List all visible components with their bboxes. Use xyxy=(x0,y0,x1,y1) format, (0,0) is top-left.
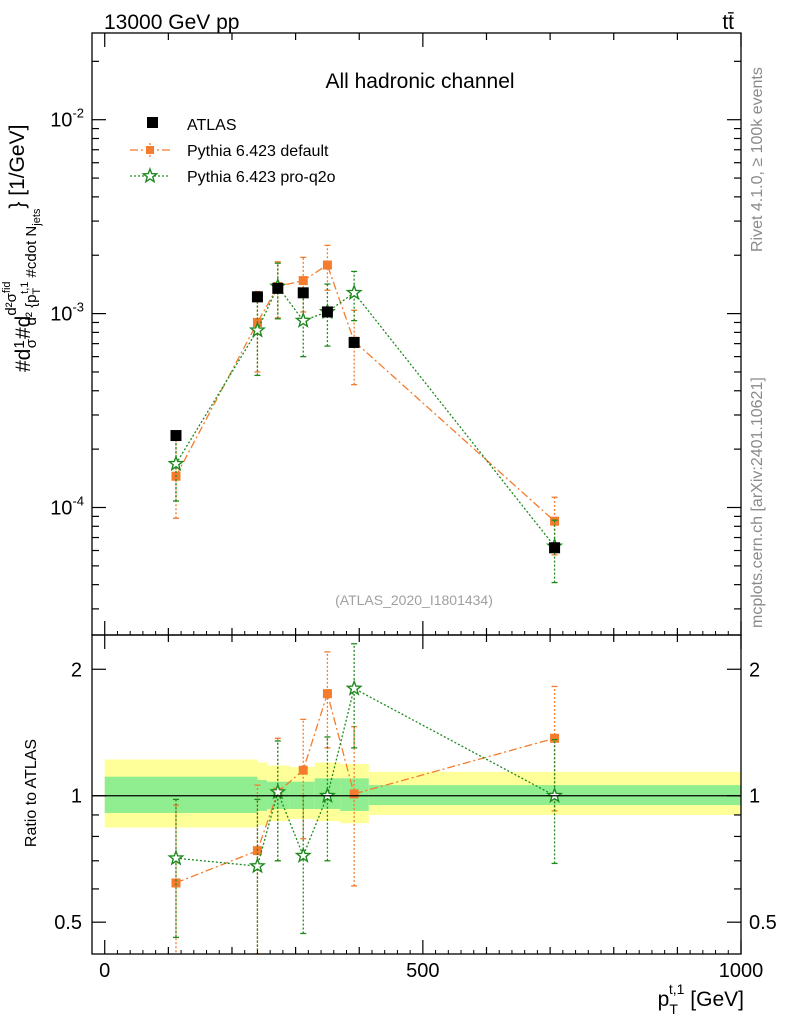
header-process-label: tt̄ xyxy=(722,11,734,34)
main-ytick-label-1: 10-3 xyxy=(50,300,84,326)
xtick-label-0: 0 xyxy=(99,960,110,982)
side-label-rivet: Rivet 4.1.0, ≥ 100k events xyxy=(749,67,766,252)
ratio-pythia-6-423-pro-q2o-point-4 xyxy=(318,786,336,804)
x-axis-label: pTt,1 [GeV] xyxy=(658,981,744,1017)
legend-marker-pythia-proq2o xyxy=(141,167,159,184)
ratio-ytick-label-left-2: 2 xyxy=(71,659,82,681)
analysis-watermark: (ATLAS_2020_I1801434) xyxy=(335,592,493,608)
xtick-label-1: 500 xyxy=(406,960,439,982)
main-pythia-6-423-pro-q2o-point-1 xyxy=(248,321,266,338)
ratio-ytick-label-left-0: 0.5 xyxy=(54,912,82,934)
main-ylabel-text: #d1σ#dd²σfidd² {pTt,1 #cdot Njets} [1/Ge… xyxy=(1,125,43,372)
main-atlas-point-0 xyxy=(170,430,182,442)
ratio-pythia-6-423-pro-q2o-point-6 xyxy=(546,786,564,804)
main-pythia-6-423-pro-q2o-line xyxy=(175,285,556,547)
main-atlas-point-4 xyxy=(321,306,333,318)
ratio-y-axis-label: Ratio to ATLAS xyxy=(23,739,40,847)
ratio-ytick-label-left-1: 1 xyxy=(71,786,82,808)
main-atlas-point-2 xyxy=(272,282,284,294)
ratio-pythia-6-423-pro-q2o-point-3 xyxy=(294,846,312,863)
main-atlas-point-5 xyxy=(348,336,360,348)
legend-label-atlas: ATLAS xyxy=(187,117,237,134)
ratio-ytick-label-right-1: 1 xyxy=(749,786,760,808)
header-energy-label: 13000 GeV pp xyxy=(104,11,239,34)
chart-title: All hadronic channel xyxy=(325,70,514,93)
ratio-uncertainty-bands xyxy=(104,759,741,828)
axis-ticks xyxy=(91,33,742,954)
ratio-pythia-6-423-pro-q2o-point-5 xyxy=(345,679,363,696)
ratio-pythia-6-423-pro-q2o-point-2 xyxy=(269,783,287,800)
main-pythia-6-423-default-point-4 xyxy=(322,260,332,270)
ratio-pythia-6-423-default-point-3 xyxy=(298,765,308,775)
xtick-label-2: 1000 xyxy=(719,960,764,982)
ratio-band-inner-0 xyxy=(104,776,258,813)
main-pythia-6-423-pro-q2o-point-0 xyxy=(167,454,185,472)
ratio-pythia-6-423-default-point-0 xyxy=(171,878,181,888)
legend-marker-pythia-default xyxy=(146,146,154,154)
main-pythia-6-423-pro-q2o-point-3 xyxy=(294,311,312,328)
ratio-pythia-6-423-default-point-6 xyxy=(550,733,560,743)
ratio-pythia-6-423-default-point-5 xyxy=(349,789,359,799)
ratio-plot-frame xyxy=(91,634,742,955)
main-atlas-point-3 xyxy=(297,287,309,299)
main-pythia-6-423-default-line xyxy=(175,264,556,522)
ratio-pythia-6-423-default-point-4 xyxy=(322,689,332,699)
main-pythia-6-423-default-point-3 xyxy=(298,276,308,286)
ratio-ytick-label-right-2: 2 xyxy=(749,659,760,681)
main-plot-series xyxy=(167,244,564,584)
axis-tick-labels: 10-4 10-3 10-2 0.5 0.5 1 1 2 2 0 500 1000 xyxy=(50,106,777,982)
main-atlas-point-6 xyxy=(549,542,561,554)
main-atlas-point-1 xyxy=(251,291,263,303)
ratio-ytick-label-right-0: 0.5 xyxy=(749,912,777,934)
ratio-pythia-6-423-pro-q2o-point-0 xyxy=(167,849,185,866)
ratio-plot-series xyxy=(167,643,564,954)
main-pythia-6-423-pro-q2o-point-5 xyxy=(345,283,363,301)
legend-label-pythia-proq2o: Pythia 6.423 pro-q2o xyxy=(187,169,336,186)
main-y-axis-label: #d1σ#dd²σfidd² {pTt,1 #cdot Njets} [1/Ge… xyxy=(1,125,43,372)
main-ytick-label-2: 10-2 xyxy=(50,106,84,132)
legend-marker-atlas xyxy=(147,117,158,128)
legend: ATLAS Pythia 6.423 default Pythia 6.423 … xyxy=(130,117,336,186)
legend-label-pythia-default: Pythia 6.423 default xyxy=(187,143,329,160)
ratio-pythia-6-423-pro-q2o-point-1 xyxy=(248,857,266,874)
side-label-mcplots: mcplots.cern.ch [arXiv:2401.10621] xyxy=(749,377,766,628)
main-ytick-label-0: 10-4 xyxy=(50,493,84,519)
